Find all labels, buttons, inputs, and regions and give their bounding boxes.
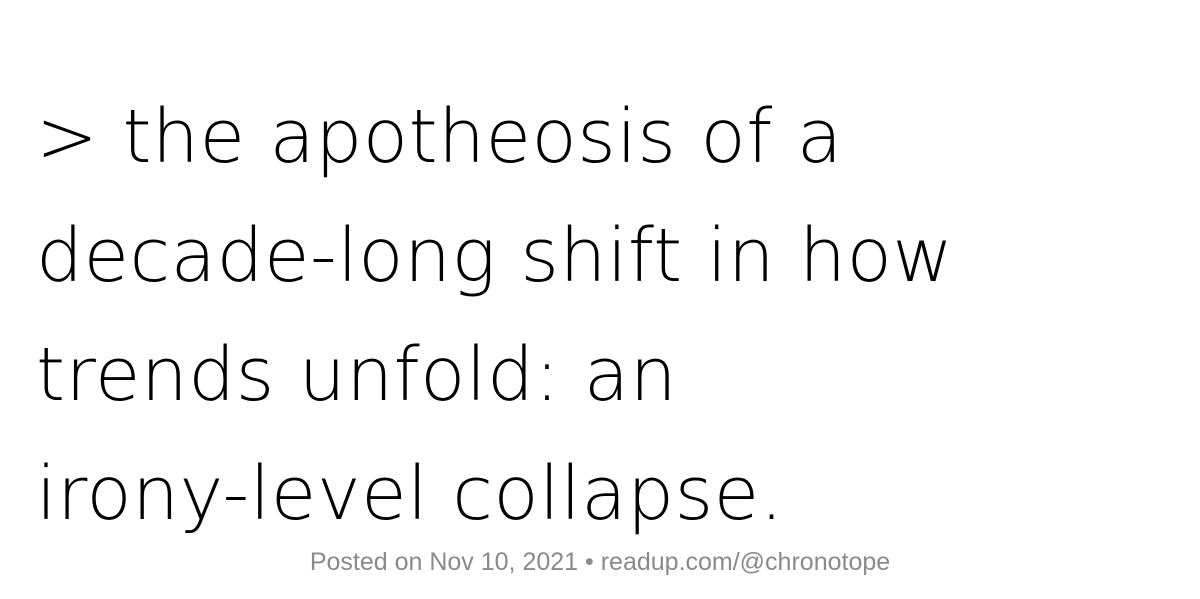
profile-link[interactable]: readup.com/@chronotope (600, 548, 891, 576)
quote-line-2: decade-long shift in how (36, 213, 954, 299)
quote-line-4: irony-level collapse. (36, 451, 784, 537)
post-footer: Posted on Nov 10, 2021 • readup.com/@chr… (0, 548, 1200, 577)
footer-separator: • (578, 548, 601, 576)
quote-text: > the apotheosis of a decade-long shift … (36, 78, 1176, 554)
quote-line-3: trends unfold: an (36, 332, 678, 418)
posted-date: Posted on Nov 10, 2021 (309, 548, 579, 576)
quote-line-1: > the apotheosis of a (36, 94, 843, 180)
